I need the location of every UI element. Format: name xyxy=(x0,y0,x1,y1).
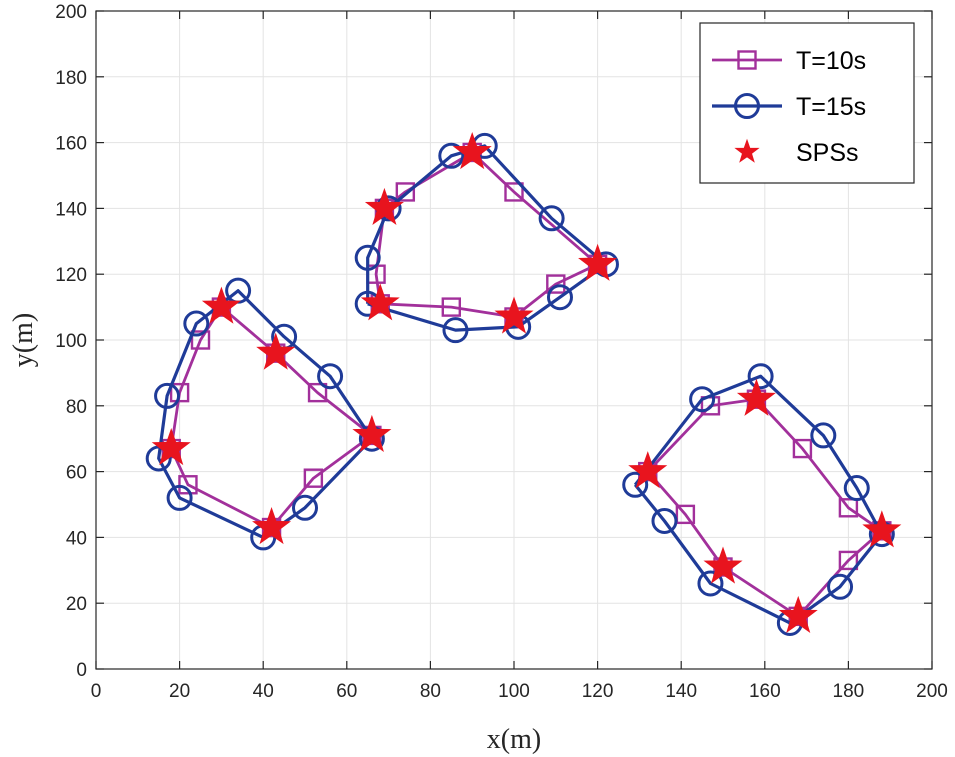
data-point xyxy=(256,332,296,370)
series-line xyxy=(366,144,608,332)
data-point xyxy=(364,187,404,226)
x-tick-label: 60 xyxy=(336,681,357,702)
data-point xyxy=(441,297,461,317)
data-point xyxy=(546,274,566,294)
data-point xyxy=(675,504,696,525)
data-point xyxy=(303,468,324,488)
axes: 0 20 40 60 80 100 120 140 160 180 200 0 20 40 60 80 100 1… xyxy=(55,2,948,702)
data-point xyxy=(546,284,573,311)
data-point xyxy=(504,182,524,202)
data-point xyxy=(494,296,534,334)
data-point xyxy=(442,317,469,344)
data-point xyxy=(307,382,328,403)
legend-label: T=15s xyxy=(796,93,866,121)
legend-label: T=10s xyxy=(796,47,866,75)
x-tick-label: 160 xyxy=(749,681,781,702)
y-tick-label: 100 xyxy=(55,331,87,352)
data-point xyxy=(778,595,818,633)
x-tick-label: 100 xyxy=(498,681,530,702)
y-tick-label: 180 xyxy=(55,68,87,89)
data-point xyxy=(736,378,776,416)
data-point xyxy=(166,484,193,511)
y-tick-label: 160 xyxy=(55,134,87,155)
legend: T=10s T=15s SPSs xyxy=(699,22,915,184)
data-point xyxy=(154,382,181,409)
plot-series xyxy=(145,131,902,636)
data-point xyxy=(317,363,344,390)
data-point xyxy=(792,438,813,459)
legend-item: SPSs xyxy=(734,138,859,167)
y-tick-label: 140 xyxy=(55,199,87,220)
data-point xyxy=(622,471,649,498)
data-point xyxy=(628,451,668,489)
data-point xyxy=(151,428,191,466)
series-star xyxy=(151,131,902,633)
y-tick-label: 0 xyxy=(76,660,87,681)
x-tick-label: 40 xyxy=(253,681,274,702)
data-point xyxy=(252,507,292,545)
legend-marker xyxy=(734,93,760,119)
legend-label: SPSs xyxy=(796,139,859,167)
y-tick-label: 60 xyxy=(66,463,87,484)
data-point xyxy=(703,546,743,584)
legend-item: T=15s xyxy=(712,93,866,121)
data-point xyxy=(183,310,210,337)
data-point xyxy=(697,570,724,597)
y-tick-label: 120 xyxy=(55,265,87,286)
x-axis-label: x(m) xyxy=(487,724,541,755)
data-point xyxy=(352,414,392,453)
legend-marker xyxy=(734,138,760,163)
y-tick-label: 80 xyxy=(66,397,87,418)
x-tick-label: 200 xyxy=(916,681,948,702)
data-point xyxy=(395,182,416,202)
y-axis-label: y(m) xyxy=(8,313,39,367)
series-circle xyxy=(145,132,895,636)
data-point xyxy=(292,494,318,521)
x-tick-label: 120 xyxy=(582,681,614,702)
y-tick-label: 20 xyxy=(66,594,87,615)
data-point xyxy=(843,475,870,502)
data-point xyxy=(747,363,774,390)
data-point xyxy=(838,550,859,571)
series-line xyxy=(157,289,374,539)
x-tick-label: 0 xyxy=(91,681,102,702)
data-point xyxy=(452,131,492,170)
data-point xyxy=(862,510,902,548)
data-point xyxy=(827,573,854,600)
y-tick-label: 200 xyxy=(55,2,87,23)
legend-item: T=10s xyxy=(712,47,866,75)
data-point xyxy=(360,283,400,321)
data-point xyxy=(438,142,465,169)
x-tick-label: 180 xyxy=(833,681,865,702)
data-point xyxy=(689,386,716,413)
data-point xyxy=(354,244,381,271)
data-point xyxy=(538,205,565,232)
x-tick-label: 20 xyxy=(169,681,190,702)
x-tick-label: 80 xyxy=(420,681,441,702)
data-point xyxy=(201,286,241,324)
data-point xyxy=(178,475,198,495)
data-point xyxy=(169,382,190,403)
data-point xyxy=(578,243,618,281)
x-tick-label: 140 xyxy=(665,681,697,702)
data-point xyxy=(838,498,859,518)
data-point xyxy=(190,330,211,350)
data-point xyxy=(810,422,837,449)
data-point xyxy=(651,507,678,534)
series-square xyxy=(161,142,892,627)
legend-marker xyxy=(737,50,757,70)
y-tick-label: 40 xyxy=(66,528,87,549)
